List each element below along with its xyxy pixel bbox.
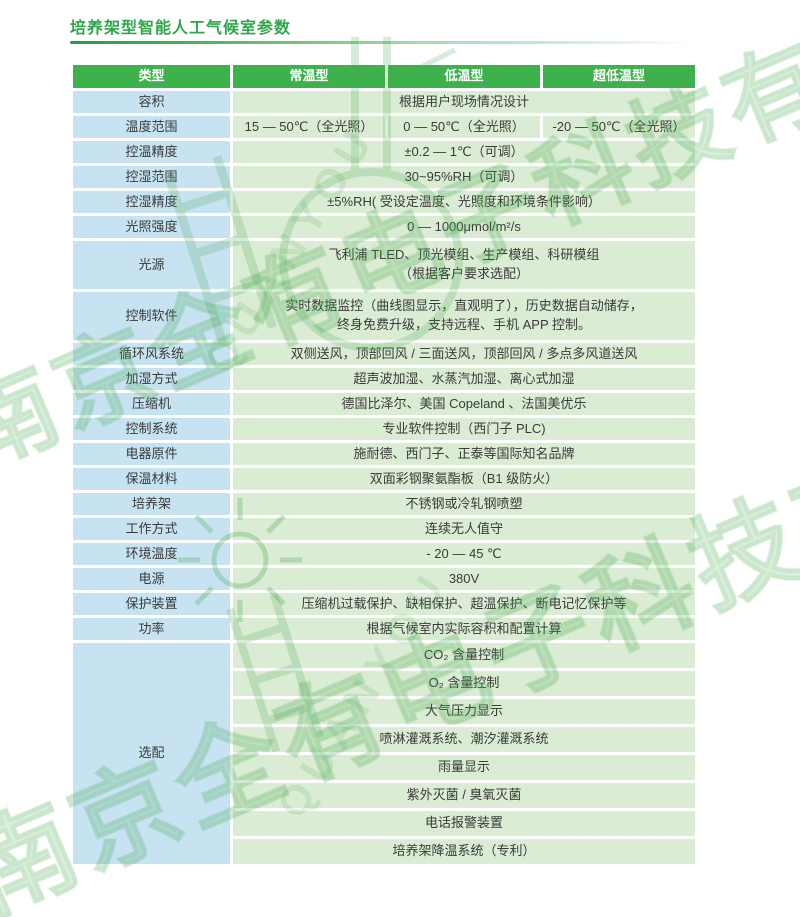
spec-value: 15 — 50℃（全光照） <box>233 116 385 138</box>
column-header: 常温型 <box>233 65 385 88</box>
table-row: 压缩机 德国比泽尔、美国 Copeland 、法国美优乐 <box>73 393 695 415</box>
row-label: 培养架 <box>73 493 230 515</box>
row-label: 光照强度 <box>73 216 230 238</box>
spec-value: 双面彩钢聚氨酯板（B1 级防火） <box>233 468 695 490</box>
row-label: 选配 <box>73 643 230 864</box>
table-row: 大气压力显示 <box>73 699 695 724</box>
column-header: 超低温型 <box>543 65 695 88</box>
table-row: 培养架降温系统（专利） <box>73 839 695 864</box>
table-row: 光照强度 0 — 1000μmol/m²/s <box>73 216 695 238</box>
spec-value: 专业软件控制（西门子 PLC) <box>233 418 695 440</box>
table-row: 电源 380V <box>73 568 695 590</box>
spec-table-body: 容积 根据用户现场情况设计 温度范围 15 — 50℃（全光照） 0 — 50℃（全光照… <box>73 91 695 864</box>
table-row: 控温精度 ±0.2 — 1℃（可调） <box>73 141 695 163</box>
table-row: 控湿精度 ±5%RH( 受设定温度、光照度和环境条件影响） <box>73 191 695 213</box>
title-divider <box>70 41 718 44</box>
spec-value: 双侧送风，顶部回风 / 三面送风，顶部回风 / 多点多风道送风 <box>233 343 695 365</box>
table-row: 选配 CO₂ 含量控制 <box>73 643 695 864</box>
page-title: 培养架型智能人工气候室参数 <box>70 20 292 37</box>
spec-value: CO₂ 含量控制 <box>233 643 695 668</box>
table-row: 电话报警装置 <box>73 811 695 836</box>
table-row: 环境温度 - 20 — 45 ℃ <box>73 543 695 565</box>
spec-value: 电话报警装置 <box>233 811 695 836</box>
table-row: O₂ 含量控制 <box>73 671 695 696</box>
table-row: 光源 飞利浦 TLED、顶光模组、生产模组、科研模组 （根据客户要求选配） <box>73 241 695 289</box>
table-row: 容积 根据用户现场情况设计 <box>73 91 695 113</box>
row-label: 光源 <box>73 241 230 289</box>
table-row: 喷淋灌溉系统、潮汐灌溉系统 <box>73 727 695 752</box>
spec-value: ±0.2 — 1℃（可调） <box>233 141 695 163</box>
spec-value: 30~95%RH（可调） <box>233 166 695 188</box>
row-label: 控湿范围 <box>73 166 230 188</box>
spec-value: 施耐德、西门子、正泰等国际知名品牌 <box>233 443 695 465</box>
table-row: 保护装置 压缩机过载保护、缺相保护、超温保护、断电记忆保护等 <box>73 593 695 615</box>
table-row: 控制软件 实时数据监控（曲线图显示，直观明了），历史数据自动储存， 终身免费升级，… <box>73 292 695 340</box>
row-label: 温度范围 <box>73 116 230 138</box>
spec-value: 根据气候室内实际容积和配置计算 <box>233 618 695 640</box>
row-label: 加湿方式 <box>73 368 230 390</box>
spec-table-head: 类型 常温型 低温型 超低温型 <box>73 65 695 88</box>
header-row: 类型 常温型 低温型 超低温型 <box>73 65 695 88</box>
spec-value: 德国比泽尔、美国 Copeland 、法国美优乐 <box>233 393 695 415</box>
spec-value: 大气压力显示 <box>233 699 695 724</box>
spec-value: 压缩机过载保护、缺相保护、超温保护、断电记忆保护等 <box>233 593 695 615</box>
spec-value: 紫外灭菌 / 臭氧灭菌 <box>233 783 695 808</box>
spec-value: 连续无人值守 <box>233 518 695 540</box>
spec-table: 类型 常温型 低温型 超低温型 容积 根据用户现场情况设计 温度范围 15 — 50℃（全光… <box>70 62 698 867</box>
spec-value: 实时数据监控（曲线图显示，直观明了），历史数据自动储存， 终身免费升级，支持远程… <box>233 292 695 340</box>
spec-value: 飞利浦 TLED、顶光模组、生产模组、科研模组 （根据客户要求选配） <box>233 241 695 289</box>
table-row: 控制系统 专业软件控制（西门子 PLC) <box>73 418 695 440</box>
row-label: 控制系统 <box>73 418 230 440</box>
spec-value: 雨量显示 <box>233 755 695 780</box>
column-header: 低温型 <box>388 65 540 88</box>
row-label: 控制软件 <box>73 292 230 340</box>
spec-value: 0 — 50℃（全光照） <box>388 116 540 138</box>
spec-value: -20 — 50℃（全光照） <box>543 116 695 138</box>
spec-value: ±5%RH( 受设定温度、光照度和环境条件影响） <box>233 191 695 213</box>
table-row: 控湿范围 30~95%RH（可调） <box>73 166 695 188</box>
table-row: 培养架 不锈钢或冷轧钢喷塑 <box>73 493 695 515</box>
table-row: 保温材料 双面彩钢聚氨酯板（B1 级防火） <box>73 468 695 490</box>
spec-value: 喷淋灌溉系统、潮汐灌溉系统 <box>233 727 695 752</box>
table-row: 加湿方式 超声波加湿、水蒸汽加湿、离心式加湿 <box>73 368 695 390</box>
row-label: 电源 <box>73 568 230 590</box>
spec-value: 0 — 1000μmol/m²/s <box>233 216 695 238</box>
spec-value: - 20 — 45 ℃ <box>233 543 695 565</box>
row-label: 电器原件 <box>73 443 230 465</box>
spec-value: 培养架降温系统（专利） <box>233 839 695 864</box>
row-label: 压缩机 <box>73 393 230 415</box>
table-row: 紫外灭菌 / 臭氧灭菌 <box>73 783 695 808</box>
table-row: 电器原件 施耐德、西门子、正泰等国际知名品牌 <box>73 443 695 465</box>
spec-value: 根据用户现场情况设计 <box>233 91 695 113</box>
spec-value: 不锈钢或冷轧钢喷塑 <box>233 493 695 515</box>
row-label: 循环风系统 <box>73 343 230 365</box>
table-row: 温度范围 15 — 50℃（全光照） 0 — 50℃（全光照） -20 — 50℃（全… <box>73 116 695 138</box>
spec-value: 超声波加湿、水蒸汽加湿、离心式加湿 <box>233 368 695 390</box>
row-label: 保护装置 <box>73 593 230 615</box>
row-label: 保温材料 <box>73 468 230 490</box>
row-label: 控湿精度 <box>73 191 230 213</box>
spec-value: 380V <box>233 568 695 590</box>
table-row: 循环风系统 双侧送风，顶部回风 / 三面送风，顶部回风 / 多点多风道送风 <box>73 343 695 365</box>
row-label: 容积 <box>73 91 230 113</box>
row-label: 功率 <box>73 618 230 640</box>
row-label: 控温精度 <box>73 141 230 163</box>
spec-value: O₂ 含量控制 <box>233 671 695 696</box>
row-label: 工作方式 <box>73 518 230 540</box>
row-label: 环境温度 <box>73 543 230 565</box>
column-header: 类型 <box>73 65 230 88</box>
table-row: 工作方式 连续无人值守 <box>73 518 695 540</box>
table-row: 雨量显示 <box>73 755 695 780</box>
table-row: 功率 根据气候室内实际容积和配置计算 <box>73 618 695 640</box>
